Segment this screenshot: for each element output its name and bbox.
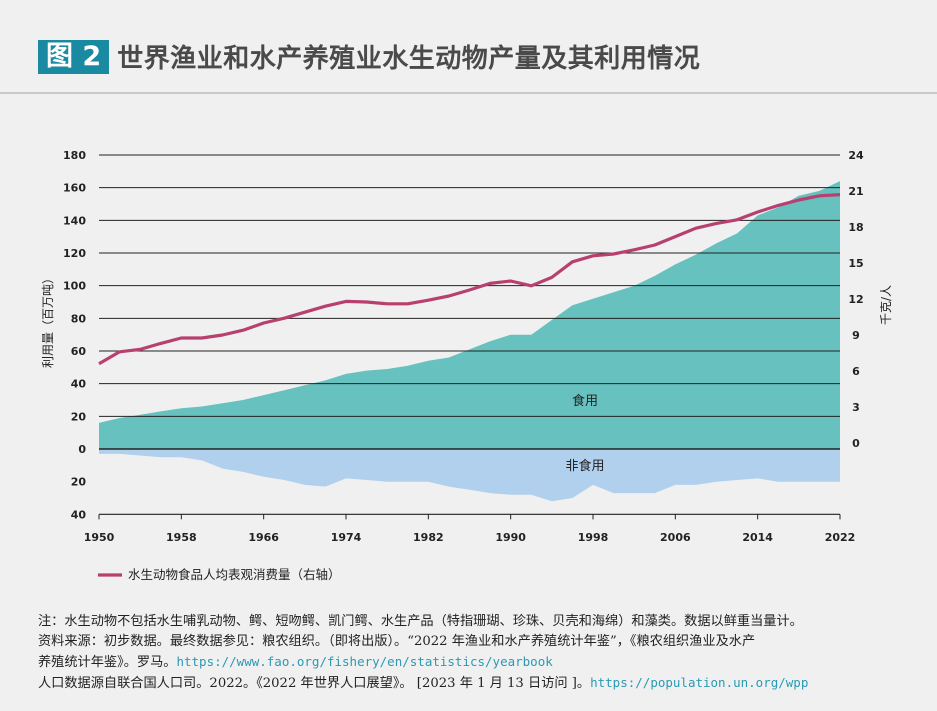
divider [0,92,937,94]
x-tick-label: 1958 [166,531,197,544]
x-tick-label: 1950 [84,531,115,544]
footnotes: 注：水生动物不包括水生哺乳动物、鳄、短吻鳄、凯门鳄、水生产品（特指珊瑚、珍珠、贝… [38,612,808,694]
x-tick-label: 2006 [660,531,691,544]
y-axis-title: 利用量（百万吨） [41,272,55,368]
y-tick-label: 20 [71,410,87,423]
y-tick-label: 60 [71,345,87,358]
y-right-tick-label: 18 [848,221,863,234]
source-line: 资料来源：初步数据。最终数据参见：粮农组织。（即将出版）。“2022 年渔业和水… [38,634,756,649]
note-line: 注：水生动物不包括水生哺乳动物、鳄、短吻鳄、凯门鳄、水生产品（特指珊瑚、珍珠、贝… [38,614,803,629]
non-food-area [99,449,840,502]
x-tick-label: 2014 [742,531,773,544]
x-tick-label: 1990 [495,531,526,544]
y-right-tick-label: 6 [852,365,860,378]
fao-link[interactable]: https://www.fao.org/fishery/en/statistic… [176,654,553,669]
un-link[interactable]: https://population.un.org/wpp [590,675,809,690]
y-tick-label: 40 [71,378,87,391]
x-tick-label: 1998 [578,531,609,544]
y-right-tick-label: 0 [852,437,860,450]
x-tick-label: 1982 [413,531,444,544]
y-right-tick-label: 3 [852,401,860,414]
y-tick-label: 80 [71,312,87,325]
y-tick-label: 40 [71,508,87,521]
y-tick-label: 0 [78,443,86,456]
y-right-tick-label: 12 [848,293,863,306]
y-right-tick-label: 15 [848,257,863,270]
x-tick-label: 2022 [825,531,856,544]
population-source: 人口数据源自联合国人口司。2022。《2022 年世界人口展望》。 [2023 … [38,676,591,691]
non-food-label: 非食用 [565,458,604,474]
y-tick-label: 160 [63,182,86,195]
y-tick-label: 100 [63,280,86,293]
x-tick-label: 1974 [331,531,362,544]
figure-title: 图 2 世界渔业和水产养殖业水生动物产量及其利用情况 [38,38,700,75]
x-tick-label: 1966 [248,531,279,544]
y-right-tick-label: 21 [848,185,863,198]
food-label: 食用 [572,393,598,409]
y-right-tick-label: 9 [852,329,860,342]
y-tick-label: 20 [71,476,87,489]
y-tick-label: 120 [63,247,86,260]
title-text: 世界渔业和水产养殖业水生动物产量及其利用情况 [117,44,701,74]
legend-label: 水生动物食品人均表观消费量（右轴） [128,567,341,582]
food-area [99,181,840,449]
y-right-axis-title: 千克/人 [879,285,893,325]
y-right-tick-label: 24 [848,149,864,162]
y-tick-label: 180 [63,149,86,162]
y-tick-label: 140 [63,214,86,227]
source-line-cont: 养殖统计年鉴》。罗马。 [38,655,177,670]
figure-badge: 图 2 [38,39,110,74]
